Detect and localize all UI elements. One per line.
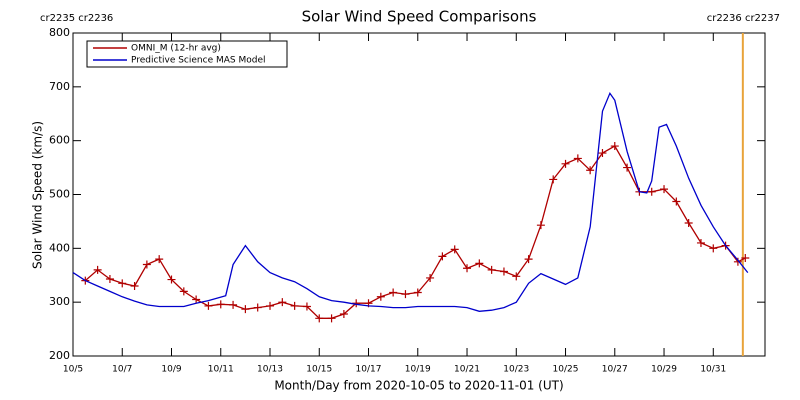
data-point [413,288,422,297]
data-point [327,314,336,323]
data-point [684,219,693,228]
data-point [672,197,681,206]
x-tick-label: 10/17 [356,365,382,375]
y-tick-label: 200 [49,349,70,362]
data-point [573,154,582,163]
data-point [660,185,669,194]
data-point [290,301,299,310]
data-point [741,254,750,263]
data-point [536,221,545,230]
data-point [266,301,275,310]
y-tick-label: 500 [49,188,70,201]
data-point [610,142,619,151]
data-point [696,238,705,247]
data-point [499,267,508,276]
data-point [302,302,311,311]
data-point [561,159,570,168]
data-point [241,305,250,314]
data-point [253,303,262,312]
data-point [733,257,742,266]
data-point [93,265,102,274]
legend-label: Predictive Science MAS Model [131,56,266,66]
x-tick-label: 10/27 [602,365,628,375]
data-point [450,245,459,254]
data-point [426,273,435,282]
data-point [401,290,410,299]
data-point [278,298,287,307]
y-tick-label: 800 [49,26,70,39]
data-point [487,265,496,274]
x-tick-label: 10/7 [112,365,132,375]
x-tick-label: 10/19 [405,365,431,375]
y-tick-label: 300 [49,295,70,308]
series-line [72,91,749,312]
data-point [229,300,238,309]
y-tick-label: 400 [49,241,70,254]
data-point [512,272,521,281]
data-point [204,301,213,310]
x-tick-label: 10/9 [161,365,181,375]
y-axis-label: Solar Wind Speed (km/s) [31,121,45,269]
data-point [647,187,656,196]
chart-title: Solar Wind Speed Comparisons [302,8,537,26]
y-tick-label: 700 [49,80,70,93]
x-tick-label: 10/15 [306,365,332,375]
data-point [142,260,151,269]
data-point [315,314,324,323]
data-point [524,255,533,264]
data-point [709,244,718,253]
data-point [389,288,398,297]
data-point [179,287,188,296]
x-tick-label: 10/21 [454,365,480,375]
data-point [438,252,447,261]
data-point [192,295,201,304]
data-point [167,275,176,284]
x-tick-label: 10/13 [257,365,283,375]
data-point [623,163,632,172]
x-tick-label: 10/11 [208,365,234,375]
data-point [118,279,127,288]
data-point [376,292,385,301]
data-point [155,255,164,264]
data-point [598,149,607,158]
y-tick-label: 600 [49,134,70,147]
data-point [339,310,348,319]
x-tick-label: 10/31 [700,365,726,375]
data-point [130,282,139,291]
corner-label-right: cr2236 cr2237 [707,13,780,24]
x-tick-label: 10/29 [651,365,677,375]
data-point [216,300,225,309]
x-axis-label: Month/Day from 2020-10-05 to 2020-11-01 … [274,379,563,393]
x-tick-label: 10/25 [553,365,579,375]
x-tick-label: 10/23 [503,365,529,375]
legend-label: OMNI_M (12-hr avg) [131,44,221,54]
data-point [463,264,472,273]
data-point [475,259,484,268]
data-point [105,275,114,284]
x-tick-label: 10/5 [63,365,83,375]
data-point [586,166,595,175]
data-point [549,175,558,184]
corner-label-left: cr2235 cr2236 [40,13,113,24]
legend-box [86,40,288,68]
